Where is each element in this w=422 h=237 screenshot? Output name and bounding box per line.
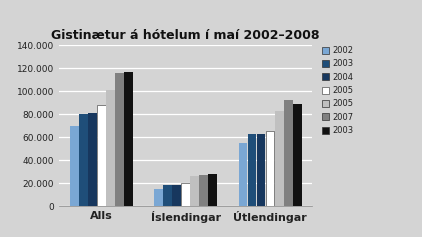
Bar xyxy=(154,189,163,206)
Bar xyxy=(266,131,274,206)
Bar xyxy=(208,174,217,206)
Bar xyxy=(199,175,208,206)
Bar xyxy=(284,100,292,206)
Legend: 2002, 2003, 2004, 2005, 2005, 2007, 2003: 2002, 2003, 2004, 2005, 2005, 2007, 2003 xyxy=(322,46,354,135)
Bar xyxy=(172,186,181,206)
Bar xyxy=(275,111,284,206)
Bar xyxy=(181,182,190,206)
Bar xyxy=(190,176,199,206)
Bar xyxy=(124,72,133,206)
Bar xyxy=(79,114,88,206)
Title: Gistinætur á hótelum í maí 2002–2008: Gistinætur á hótelum í maí 2002–2008 xyxy=(51,29,320,42)
Bar xyxy=(163,186,172,206)
Bar xyxy=(97,105,106,206)
Bar xyxy=(88,113,97,206)
Bar xyxy=(238,143,247,206)
Bar xyxy=(293,104,302,206)
Bar xyxy=(70,126,78,206)
Bar xyxy=(106,90,115,206)
Bar xyxy=(115,73,124,206)
Bar xyxy=(257,134,265,206)
Bar xyxy=(248,134,257,206)
